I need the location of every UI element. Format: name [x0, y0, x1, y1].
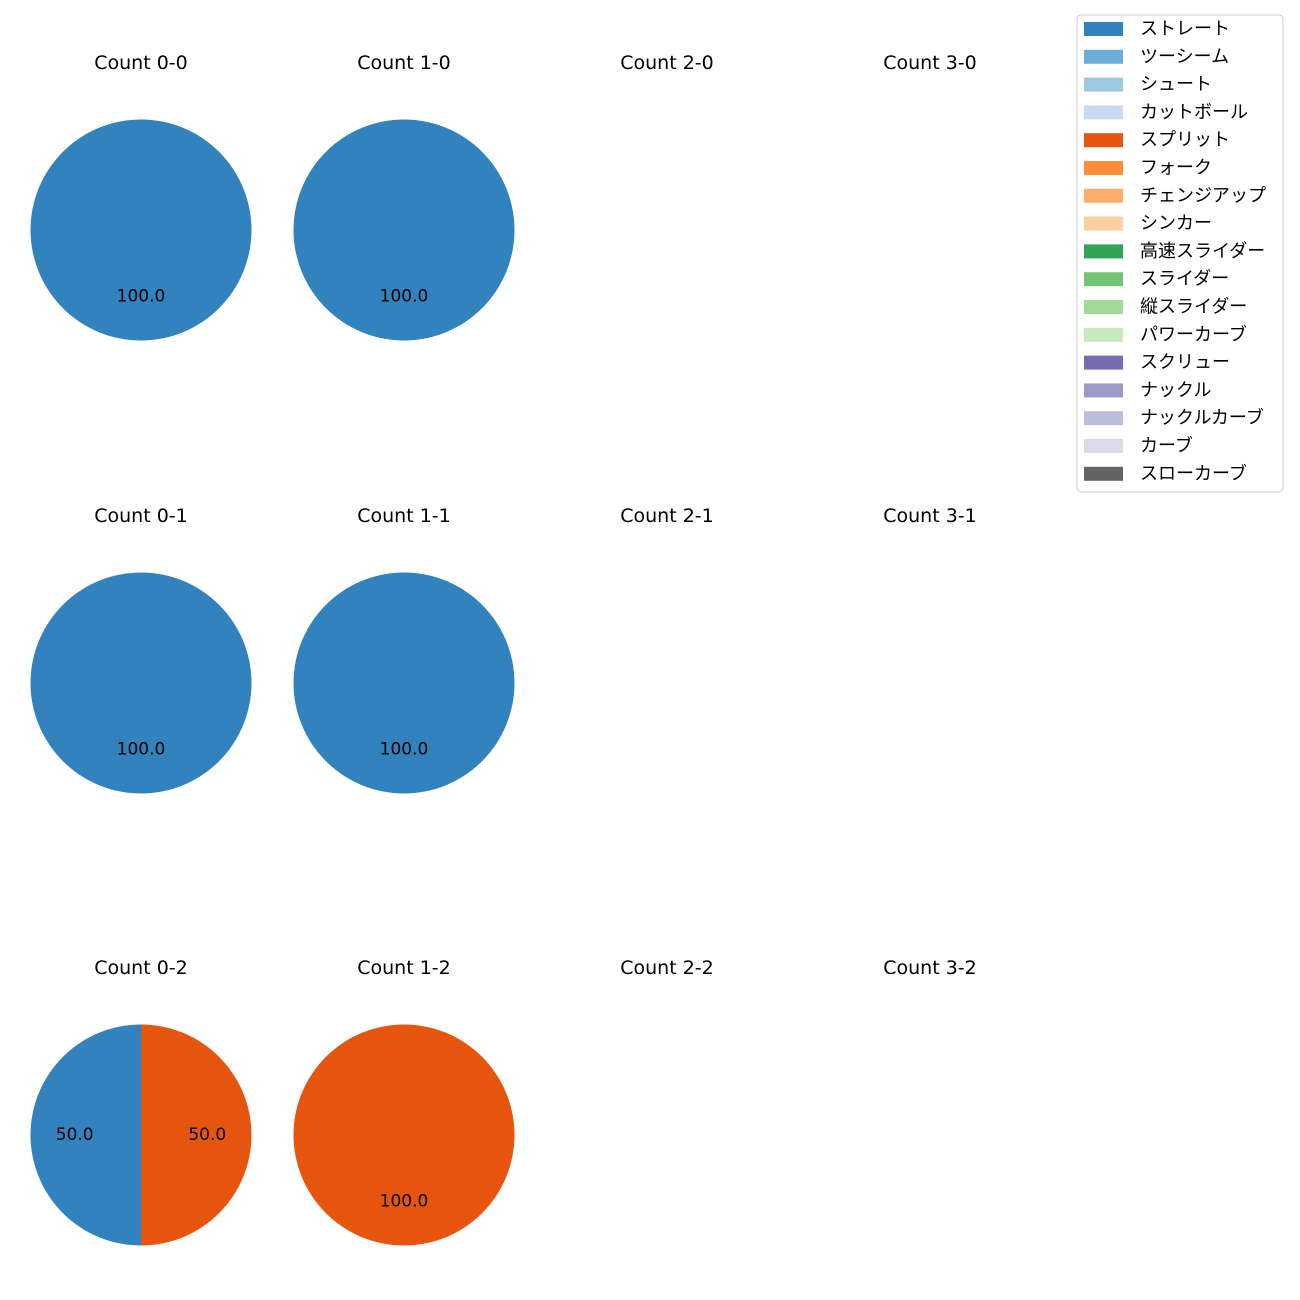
legend-swatch — [1084, 188, 1123, 203]
slice-value-label: 50.0 — [56, 1125, 94, 1145]
legend-swatch — [1084, 327, 1123, 342]
legend-label: ナックル — [1140, 380, 1211, 401]
pie-slice — [30, 572, 252, 794]
legend-entry: フォーク — [1084, 158, 1212, 179]
legend-entry: スプリット — [1084, 130, 1230, 151]
legend-swatch — [1084, 22, 1123, 36]
legend-swatch — [1084, 244, 1123, 259]
pie-slices — [293, 119, 515, 341]
legend-entry: ストレート — [1084, 19, 1230, 40]
legend-entry: カットボール — [1084, 102, 1248, 123]
legend-swatch — [1084, 49, 1123, 64]
legend-label: フォーク — [1140, 158, 1212, 179]
pie-panel: Count 1-0 100.0 — [293, 52, 515, 341]
pie-slices — [30, 119, 252, 341]
panel-title: Count 0-0 — [94, 52, 188, 74]
legend-swatch — [1084, 411, 1123, 426]
legend-entry: スローカーブ — [1084, 462, 1247, 484]
panels-layer: Count 0-0 100.0 Count 1-0 100.0 Count 2-0 Cou… — [30, 52, 977, 1246]
legend-swatch — [1084, 216, 1123, 231]
legend-label: パワーカーブ — [1140, 323, 1247, 345]
pie-panel: Count 2-1 — [620, 505, 714, 527]
legend-swatch — [1084, 77, 1123, 92]
pie-slice — [30, 1024, 142, 1246]
slice-value-label: 100.0 — [380, 1191, 429, 1211]
legend-swatch — [1084, 466, 1123, 481]
legend-label: スクリュー — [1140, 352, 1230, 373]
legend-label: ナックルカーブ — [1140, 407, 1264, 429]
panel-title: Count 2-2 — [620, 957, 714, 979]
panel-title: Count 2-1 — [620, 505, 714, 527]
slice-value-label: 100.0 — [117, 739, 166, 759]
panel-title: Count 1-1 — [357, 505, 451, 527]
legend-entry: スライダー — [1084, 269, 1229, 290]
panel-title: Count 3-2 — [883, 957, 977, 979]
legend-entry: チェンジアップ — [1084, 185, 1266, 206]
legend-frame — [1076, 14, 1284, 493]
panel-title: Count 1-0 — [357, 52, 451, 74]
legend-swatch — [1084, 300, 1123, 314]
pie-panel: Count 1-2 100.0 — [293, 957, 515, 1246]
legend-label: カットボール — [1140, 102, 1248, 123]
slice-value-label: 100.0 — [117, 286, 166, 306]
pie-slices — [30, 1024, 252, 1246]
panel-title: Count 3-0 — [883, 52, 977, 74]
pie-slices — [30, 572, 252, 794]
legend: ストレートツーシームシュートカットボールスプリットフォークチェンジアップシンカー… — [1076, 14, 1284, 493]
pie-panel: Count 2-2 — [620, 957, 714, 979]
pie-slice — [30, 119, 252, 341]
legend-entry: 縦スライダー — [1084, 297, 1247, 318]
pie-slices — [293, 572, 515, 794]
legend-label: スプリット — [1140, 130, 1230, 151]
panel-title: Count 0-2 — [94, 957, 188, 979]
pie-panel: Count 3-2 — [883, 957, 977, 979]
legend-label: シュート — [1140, 74, 1212, 95]
pie-panel: Count 0-0 100.0 — [30, 52, 252, 341]
pie-panel: Count 2-0 — [620, 52, 714, 74]
legend-entry: ナックルカーブ — [1084, 407, 1264, 429]
slice-value-label: 50.0 — [188, 1125, 226, 1145]
legend-swatch — [1084, 272, 1123, 287]
pie-panel: Count 0-1 100.0 — [30, 505, 252, 794]
pie-slices — [293, 1024, 515, 1246]
legend-entry: シュート — [1084, 74, 1212, 95]
pie-panel: Count 0-2 50.0 50.0 — [30, 957, 252, 1246]
pie-panel: Count 3-0 — [883, 52, 977, 74]
legend-label: ツーシーム — [1140, 46, 1229, 67]
legend-entry: 高速スライダー — [1084, 241, 1265, 262]
legend-swatch — [1084, 161, 1123, 175]
legend-label: 縦スライダー — [1140, 297, 1247, 318]
legend-label: ストレート — [1140, 19, 1230, 40]
legend-entry: カーブ — [1084, 435, 1193, 457]
legend-entry: シンカー — [1084, 213, 1212, 234]
legend-entry: ツーシーム — [1084, 46, 1229, 67]
legend-swatch — [1084, 439, 1123, 453]
slice-value-label: 100.0 — [380, 739, 429, 759]
legend-swatch — [1084, 383, 1123, 398]
pie-slice — [141, 1024, 252, 1246]
panel-title: Count 0-1 — [94, 505, 188, 527]
slice-value-label: 100.0 — [380, 286, 429, 306]
legend-label: シンカー — [1140, 213, 1212, 234]
legend-swatch — [1084, 133, 1123, 148]
panel-title: Count 2-0 — [620, 52, 714, 74]
legend-label: 高速スライダー — [1140, 241, 1265, 262]
legend-entry: パワーカーブ — [1084, 323, 1247, 345]
legend-swatch — [1084, 355, 1123, 370]
pie-panel: Count 3-1 — [883, 505, 977, 527]
legend-entry: スクリュー — [1084, 352, 1230, 373]
pie-slice — [293, 119, 515, 341]
pie-slice — [293, 1024, 515, 1246]
pie-slice — [293, 572, 515, 794]
panel-title: Count 1-2 — [357, 957, 451, 979]
panel-title: Count 3-1 — [883, 505, 977, 527]
pie-panel: Count 1-1 100.0 — [293, 505, 515, 794]
legend-label: スライダー — [1140, 269, 1229, 290]
legend-label: スローカーブ — [1140, 462, 1247, 484]
legend-swatch — [1084, 105, 1123, 120]
legend-label: カーブ — [1140, 435, 1193, 457]
legend-label: チェンジアップ — [1140, 185, 1266, 206]
legend-entry: ナックル — [1084, 380, 1211, 401]
